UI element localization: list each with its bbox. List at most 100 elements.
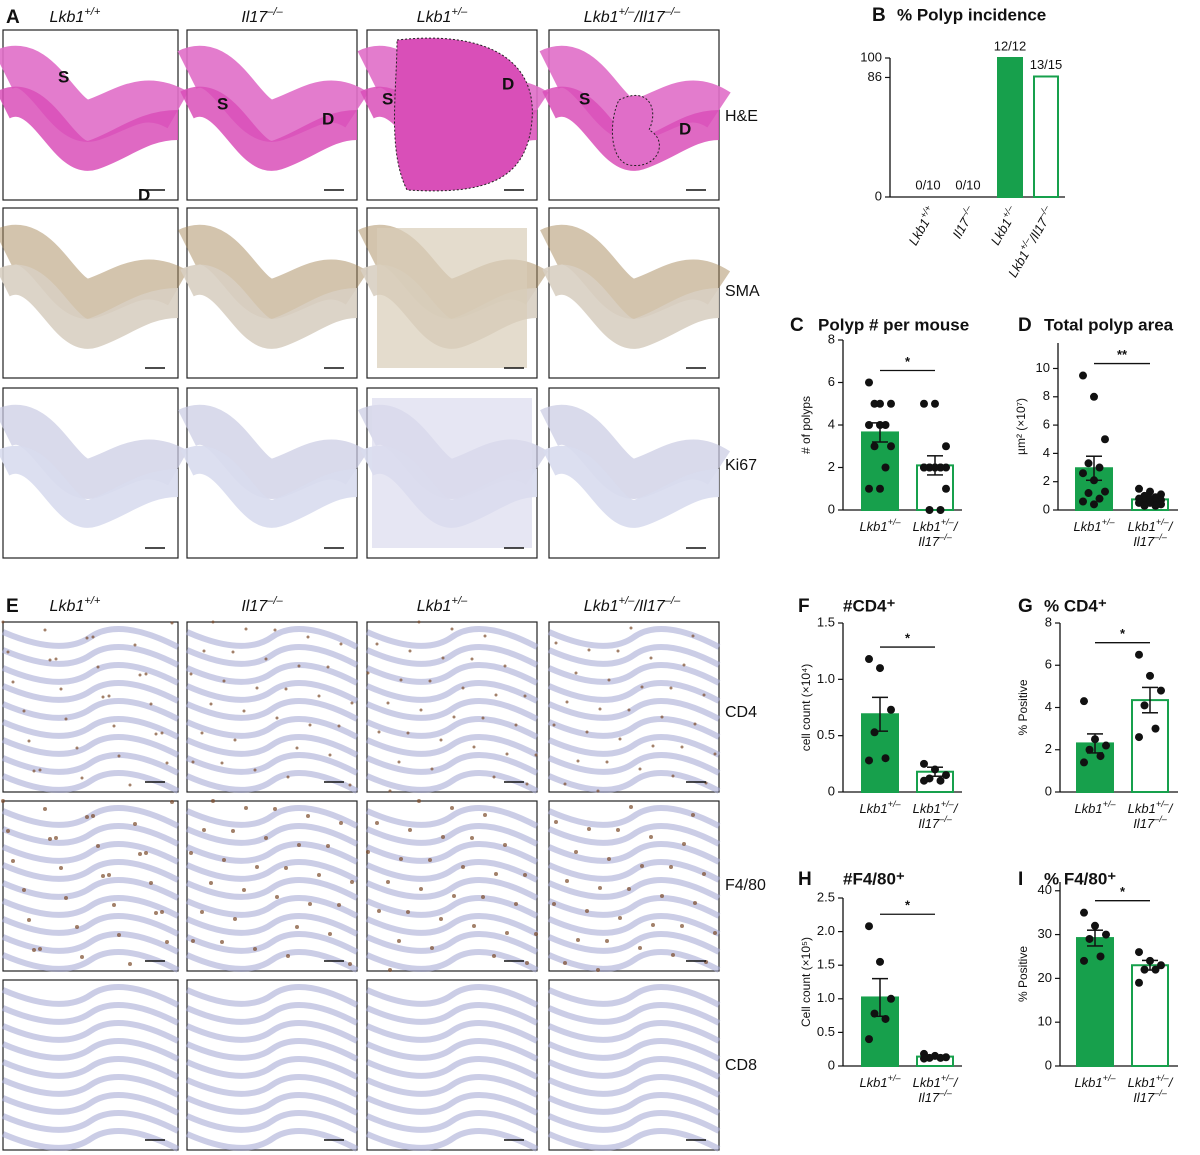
label-part: Il17 bbox=[918, 816, 940, 831]
stain-spot bbox=[514, 902, 518, 906]
stain-spot bbox=[386, 701, 390, 705]
stain-spot bbox=[339, 642, 343, 646]
villi bbox=[365, 841, 539, 865]
stain-spot bbox=[59, 687, 63, 691]
stain-spot bbox=[585, 730, 589, 734]
stain-spot bbox=[295, 746, 299, 750]
panel-label: F bbox=[798, 596, 810, 617]
villi bbox=[365, 1056, 539, 1080]
micrograph bbox=[547, 979, 721, 1152]
y-tick-label: 40 bbox=[1038, 882, 1052, 897]
micrograph bbox=[365, 620, 539, 794]
villi bbox=[365, 1038, 539, 1062]
stain-spot bbox=[326, 844, 330, 848]
x-tick-label: Lkb1+/–/ bbox=[913, 517, 959, 534]
stain-spot bbox=[112, 903, 116, 907]
stain-spot bbox=[366, 850, 370, 854]
label-part: Lkb1 bbox=[584, 9, 619, 26]
stain-spot bbox=[38, 947, 42, 951]
stain-spot bbox=[255, 865, 259, 869]
stain-spot bbox=[450, 806, 454, 810]
villi bbox=[365, 1128, 539, 1152]
micrograph bbox=[365, 799, 539, 973]
polyp bbox=[394, 37, 533, 192]
micrograph bbox=[540, 207, 731, 379]
stain-spot bbox=[200, 731, 204, 735]
micrograph bbox=[0, 387, 188, 559]
stain-spot bbox=[264, 657, 268, 661]
y-axis-label: % Positive bbox=[1016, 679, 1030, 735]
stain-spot bbox=[117, 754, 121, 758]
stain-spot bbox=[574, 671, 578, 675]
label-part: +/– bbox=[1156, 517, 1170, 527]
stain-spot bbox=[680, 924, 684, 928]
tissue bbox=[542, 446, 720, 528]
villi bbox=[547, 716, 721, 740]
bar bbox=[997, 57, 1023, 198]
villi bbox=[1, 877, 180, 901]
villi bbox=[547, 931, 721, 955]
stain-spot bbox=[598, 886, 602, 890]
label-part: Lkb1 bbox=[50, 598, 85, 615]
villi bbox=[547, 626, 721, 650]
tissue bbox=[0, 46, 189, 142]
genotype-header: Lkb1+/+ bbox=[50, 595, 101, 615]
stain-spot bbox=[605, 760, 609, 764]
data-point bbox=[1135, 733, 1143, 742]
label-part: Lkb1 bbox=[1074, 1075, 1102, 1090]
villi bbox=[365, 1092, 539, 1116]
y-tick-label: 0 bbox=[1043, 501, 1050, 516]
stain-spot bbox=[128, 783, 132, 787]
data-point bbox=[870, 399, 879, 408]
chart-title: % CD4⁺ bbox=[1044, 596, 1107, 615]
stain-spot bbox=[253, 947, 257, 951]
x-tick-label: Lkb1+/– bbox=[986, 203, 1022, 248]
label-part: Lkb1 bbox=[859, 1075, 887, 1090]
y-tick-label: 10 bbox=[1036, 360, 1050, 375]
data-point bbox=[942, 771, 950, 780]
data-point bbox=[1101, 435, 1109, 444]
label-part: Il17 bbox=[918, 1090, 940, 1105]
label-part: –/– bbox=[664, 6, 681, 18]
stain-spot bbox=[211, 799, 215, 803]
stain-spot bbox=[170, 800, 174, 804]
stain-spot bbox=[244, 806, 248, 810]
micrograph bbox=[1, 620, 180, 794]
stain-spot bbox=[202, 828, 206, 832]
label-part: Il17 bbox=[241, 598, 268, 615]
villi bbox=[185, 1056, 359, 1080]
significance-label: * bbox=[905, 630, 911, 645]
stain-spot bbox=[244, 627, 248, 631]
label-part: Lkb1 bbox=[913, 801, 941, 816]
data-point bbox=[1084, 489, 1093, 498]
stain-spot bbox=[202, 649, 206, 653]
y-tick-label: 20 bbox=[1038, 970, 1052, 985]
label-part: Lkb1 bbox=[417, 9, 452, 26]
villi bbox=[547, 644, 721, 668]
stain-spot bbox=[211, 620, 215, 624]
stain-spot bbox=[48, 837, 52, 841]
tissue bbox=[0, 87, 179, 171]
stain-spot bbox=[713, 752, 717, 756]
tissue bbox=[178, 405, 369, 499]
data-point bbox=[865, 655, 873, 664]
villi bbox=[365, 1002, 539, 1026]
stain-spot bbox=[505, 931, 509, 935]
villi bbox=[547, 895, 721, 919]
label-part: +/+ bbox=[84, 6, 101, 18]
data-point bbox=[1080, 956, 1088, 965]
stain-spot bbox=[439, 917, 443, 921]
stain-spot bbox=[27, 739, 31, 743]
stain-spot bbox=[54, 836, 58, 840]
villi bbox=[185, 752, 359, 776]
villi bbox=[1, 913, 180, 937]
tissue bbox=[377, 228, 527, 368]
tissue bbox=[372, 398, 532, 548]
data-point bbox=[925, 463, 934, 472]
data-point bbox=[936, 463, 945, 472]
villi bbox=[365, 931, 539, 955]
stain-spot bbox=[328, 753, 332, 757]
stain-spot bbox=[112, 724, 116, 728]
stain-spot bbox=[596, 968, 600, 972]
data-point bbox=[920, 399, 928, 408]
